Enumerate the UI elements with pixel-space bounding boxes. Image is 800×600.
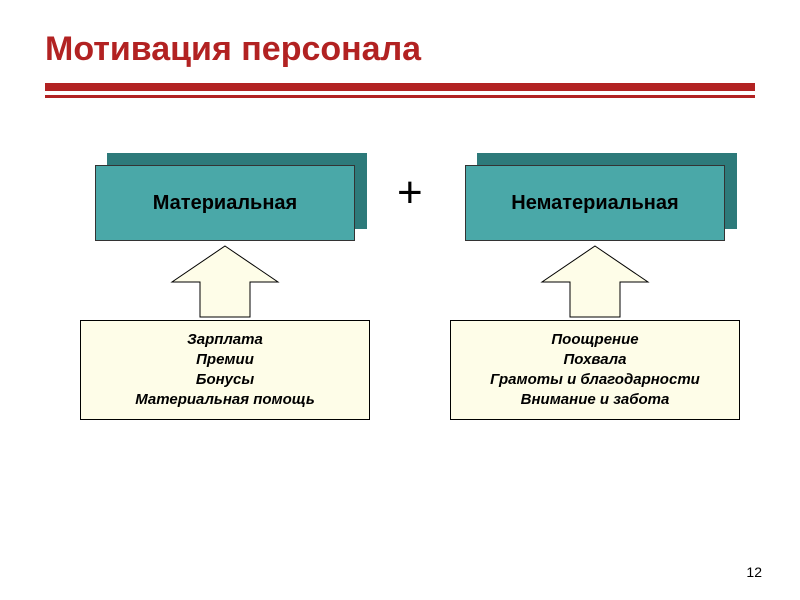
textbox-line: Бонусы (196, 370, 254, 390)
box-material: Материальная (95, 165, 355, 241)
textbox-line: Поощрение (551, 330, 638, 350)
textbox-line: Похвала (564, 350, 627, 370)
box-material-label: Материальная (95, 165, 355, 241)
textbox-line: Внимание и забота (521, 390, 670, 410)
textbox-material: Зарплата Премии Бонусы Материальная помо… (80, 320, 370, 420)
arrow-svg (170, 244, 280, 319)
page-number: 12 (746, 564, 762, 580)
textbox-line: Грамоты и благодарности (490, 370, 700, 390)
textbox-line: Зарплата (187, 330, 263, 350)
box-nonmaterial: Нематериальная (465, 165, 725, 241)
textbox-nonmaterial: Поощрение Похвала Грамоты и благодарност… (450, 320, 740, 420)
diagram-area: Материальная + Нематериальная Зарплата П… (45, 140, 755, 540)
title-underline (45, 83, 755, 98)
underline-thin (45, 95, 755, 98)
underline-thick (45, 83, 755, 91)
arrow-svg (540, 244, 650, 319)
slide-container: Мотивация персонала Материальная + Немат… (0, 0, 800, 600)
plus-symbol: + (397, 168, 423, 218)
textbox-line: Материальная помощь (135, 390, 315, 410)
slide-title: Мотивация персонала (45, 30, 755, 69)
box-nonmaterial-label: Нематериальная (465, 165, 725, 241)
textbox-line: Премии (196, 350, 254, 370)
arrow-left (170, 244, 280, 319)
arrow-right (540, 244, 650, 319)
